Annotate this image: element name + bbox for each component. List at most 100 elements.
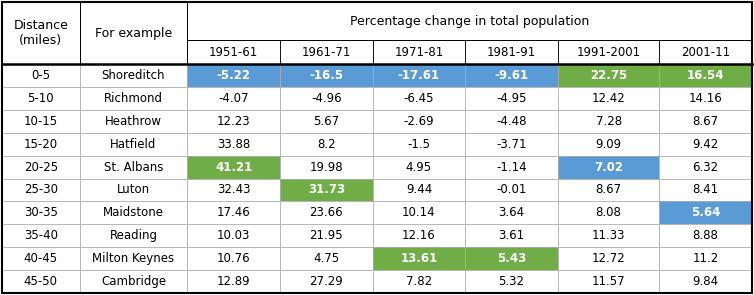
Bar	[465, 87, 558, 110]
Text: 27.29: 27.29	[309, 275, 343, 288]
Text: 8.88: 8.88	[693, 229, 719, 242]
Text: 32.43: 32.43	[217, 183, 250, 196]
Text: Maidstone: Maidstone	[103, 206, 164, 219]
Bar	[187, 247, 280, 270]
Text: 41.21: 41.21	[215, 160, 253, 173]
Bar	[280, 40, 372, 64]
Bar	[558, 133, 659, 155]
Bar	[465, 224, 558, 247]
Text: 21.95: 21.95	[309, 229, 343, 242]
Text: 10.03: 10.03	[217, 229, 250, 242]
Bar	[187, 178, 280, 201]
Bar	[2, 133, 80, 155]
Bar	[80, 64, 187, 87]
Bar	[80, 2, 187, 64]
Bar	[659, 64, 752, 87]
Bar	[2, 224, 80, 247]
Text: 20-25: 20-25	[24, 160, 58, 173]
Text: 19.98: 19.98	[309, 160, 343, 173]
Text: 30-35: 30-35	[24, 206, 58, 219]
Text: 1991-2001: 1991-2001	[577, 45, 641, 58]
Text: 8.67: 8.67	[693, 115, 719, 128]
Text: 11.2: 11.2	[693, 252, 719, 265]
Text: 2001-11: 2001-11	[681, 45, 730, 58]
Text: 3.64: 3.64	[498, 206, 525, 219]
Bar	[659, 201, 752, 224]
Text: Shoreditch: Shoreditch	[102, 69, 165, 82]
Bar	[280, 87, 372, 110]
Text: 11.33: 11.33	[592, 229, 625, 242]
Text: Heathrow: Heathrow	[105, 115, 162, 128]
Bar	[187, 133, 280, 155]
Text: -9.61: -9.61	[495, 69, 529, 82]
Text: 5.64: 5.64	[691, 206, 720, 219]
Bar	[2, 178, 80, 201]
Bar	[558, 178, 659, 201]
Text: 5.43: 5.43	[497, 252, 526, 265]
Bar	[372, 201, 465, 224]
Text: -4.95: -4.95	[496, 92, 527, 105]
Text: 8.08: 8.08	[596, 206, 621, 219]
Bar	[280, 110, 372, 133]
Text: 10-15: 10-15	[24, 115, 58, 128]
Text: 13.61: 13.61	[400, 252, 437, 265]
Text: 31.73: 31.73	[308, 183, 345, 196]
Text: -1.14: -1.14	[496, 160, 527, 173]
Text: Luton: Luton	[117, 183, 150, 196]
Text: 5.32: 5.32	[498, 275, 525, 288]
Bar	[659, 133, 752, 155]
Text: 22.75: 22.75	[590, 69, 627, 82]
Bar	[558, 247, 659, 270]
Bar	[465, 155, 558, 178]
Text: 4.75: 4.75	[313, 252, 339, 265]
Bar	[558, 87, 659, 110]
Text: 11.57: 11.57	[592, 275, 625, 288]
Text: 9.42: 9.42	[693, 138, 719, 151]
Text: -5.22: -5.22	[216, 69, 250, 82]
Text: 0-5: 0-5	[31, 69, 51, 82]
Text: 33.88: 33.88	[217, 138, 250, 151]
Bar	[558, 270, 659, 293]
Bar	[187, 201, 280, 224]
Bar	[80, 155, 187, 178]
Bar	[187, 270, 280, 293]
Text: 16.54: 16.54	[687, 69, 725, 82]
Text: 8.41: 8.41	[693, 183, 719, 196]
Bar	[280, 133, 372, 155]
Text: 12.89: 12.89	[217, 275, 250, 288]
Bar	[2, 110, 80, 133]
Bar	[80, 247, 187, 270]
Text: Distance
(miles): Distance (miles)	[14, 19, 69, 47]
Bar	[558, 224, 659, 247]
Bar	[659, 155, 752, 178]
Bar	[465, 133, 558, 155]
Text: 7.28: 7.28	[596, 115, 622, 128]
Bar	[465, 178, 558, 201]
Bar	[2, 64, 80, 87]
Text: 9.84: 9.84	[693, 275, 719, 288]
Bar	[372, 270, 465, 293]
Text: 12.16: 12.16	[402, 229, 436, 242]
Bar	[558, 64, 659, 87]
Bar	[2, 87, 80, 110]
Bar	[372, 40, 465, 64]
Bar	[465, 270, 558, 293]
Text: 1951-61: 1951-61	[209, 45, 258, 58]
Bar	[659, 247, 752, 270]
Bar	[372, 87, 465, 110]
Text: 9.44: 9.44	[406, 183, 432, 196]
Bar	[187, 224, 280, 247]
Text: 12.23: 12.23	[217, 115, 250, 128]
Text: -0.01: -0.01	[496, 183, 527, 196]
Text: -4.07: -4.07	[219, 92, 249, 105]
Bar	[280, 155, 372, 178]
Text: St. Albans: St. Albans	[104, 160, 163, 173]
Text: -4.48: -4.48	[496, 115, 527, 128]
Bar	[187, 2, 752, 40]
Bar	[372, 64, 465, 87]
Text: Milton Keynes: Milton Keynes	[93, 252, 174, 265]
Bar	[80, 224, 187, 247]
Text: 14.16: 14.16	[689, 92, 722, 105]
Bar	[280, 178, 372, 201]
Bar	[2, 270, 80, 293]
